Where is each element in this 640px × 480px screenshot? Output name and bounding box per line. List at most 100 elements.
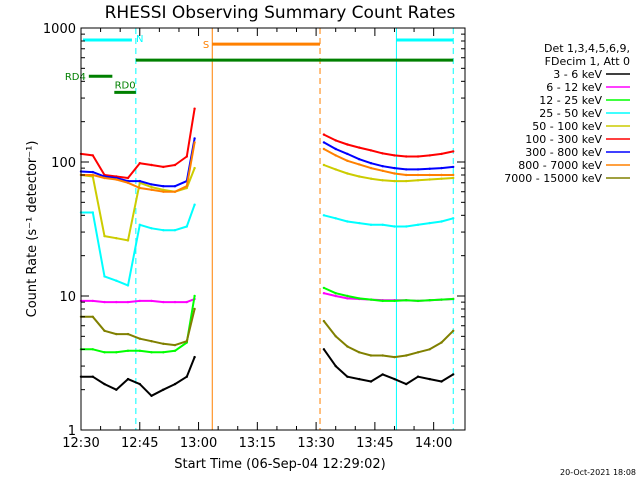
data-point: [381, 373, 384, 376]
state-bar-label-3: N: [136, 34, 143, 45]
data-point: [416, 223, 420, 226]
data-point: [346, 220, 349, 223]
data-point: [173, 229, 177, 232]
data-point: [358, 146, 361, 149]
data-point: [428, 221, 431, 225]
x-tick-label: 13:15: [239, 436, 276, 451]
data-point: [405, 155, 408, 158]
data-point: [358, 351, 361, 354]
data-point: [358, 158, 361, 161]
data-point: [369, 166, 373, 170]
legend-label-6: 300 - 800 keV: [525, 146, 602, 159]
data-point: [173, 163, 177, 167]
data-point: [334, 335, 337, 338]
data-point: [358, 377, 361, 381]
data-point: [103, 300, 106, 304]
data-point: [369, 223, 373, 226]
data-point: [452, 150, 455, 153]
data-point: [381, 299, 384, 303]
data-point: [334, 364, 337, 368]
data-point: [91, 173, 95, 177]
data-point: [193, 107, 196, 110]
data-point: [428, 167, 431, 170]
data-point: [393, 355, 396, 359]
data-point: [322, 348, 326, 351]
data-point: [428, 348, 431, 351]
data-point: [358, 221, 361, 225]
data-point: [334, 147, 337, 151]
data-point: [173, 190, 177, 193]
data-point: [162, 165, 165, 169]
series-line-7-1: [323, 148, 454, 176]
data-point: [416, 299, 420, 303]
data-point: [334, 294, 337, 298]
data-point: [393, 225, 396, 228]
data-point: [138, 186, 141, 190]
legend-label-4: 50 - 100 keV: [532, 120, 602, 133]
data-point: [150, 299, 153, 303]
data-point: [185, 340, 188, 343]
data-point: [440, 173, 443, 177]
series-line-3-0: [81, 204, 196, 287]
legend-label-0: 3 - 6 keV: [553, 68, 602, 81]
data-point: [440, 177, 443, 180]
data-point: [193, 307, 196, 311]
data-point: [440, 298, 443, 301]
data-point: [369, 177, 373, 180]
legend-header-0: Det 1,3,4,5,6,9,: [544, 42, 630, 55]
data-point: [322, 286, 326, 290]
data-point: [416, 351, 420, 354]
data-point: [150, 340, 153, 343]
data-point: [440, 166, 443, 170]
data-point: [91, 154, 95, 157]
data-point: [91, 299, 95, 303]
data-point: [405, 173, 408, 177]
data-point: [322, 163, 326, 167]
data-point: [405, 225, 408, 228]
data-point: [358, 175, 361, 178]
series-line-0-0: [81, 356, 196, 397]
series-line-8-0: [81, 308, 196, 347]
data-point: [346, 143, 349, 146]
data-point: [185, 185, 188, 188]
data-point: [193, 166, 196, 170]
data-point: [185, 300, 188, 304]
data-point: [322, 319, 326, 323]
data-point: [428, 154, 431, 157]
data-point: [138, 337, 141, 340]
data-point: [452, 173, 455, 177]
series-line-0-1: [323, 348, 454, 386]
data-point: [91, 348, 95, 351]
legend-label-8: 7000 - 15000 keV: [504, 172, 602, 185]
x-tick-label: 12:30: [62, 436, 99, 451]
data-point: [393, 154, 396, 157]
data-point: [150, 394, 153, 397]
legend-label-7: 800 - 7000 keV: [518, 159, 602, 172]
data-point: [138, 223, 141, 226]
data-point: [334, 168, 337, 171]
data-point: [405, 299, 408, 302]
y-tick-label: 1: [68, 424, 76, 439]
data-point: [150, 185, 153, 189]
data-point: [115, 332, 118, 336]
data-point: [103, 176, 106, 180]
data-point: [91, 315, 95, 318]
series-line-4-1: [323, 164, 454, 183]
data-point: [452, 217, 455, 220]
data-point: [138, 349, 141, 352]
y-axis-label: Count Rate (s⁻¹ detector⁻¹): [25, 141, 40, 318]
data-point: [126, 377, 130, 381]
data-point: [150, 163, 153, 167]
data-point: [452, 176, 455, 180]
data-point: [428, 178, 431, 181]
data-point: [91, 375, 95, 378]
data-point: [393, 299, 396, 303]
data-point: [440, 152, 443, 156]
data-point: [126, 349, 130, 352]
data-point: [334, 292, 337, 295]
data-point: [126, 332, 130, 336]
data-point: [405, 168, 408, 171]
data-point: [103, 234, 106, 238]
series-line-3-1: [323, 214, 454, 228]
data-point: [138, 179, 141, 183]
